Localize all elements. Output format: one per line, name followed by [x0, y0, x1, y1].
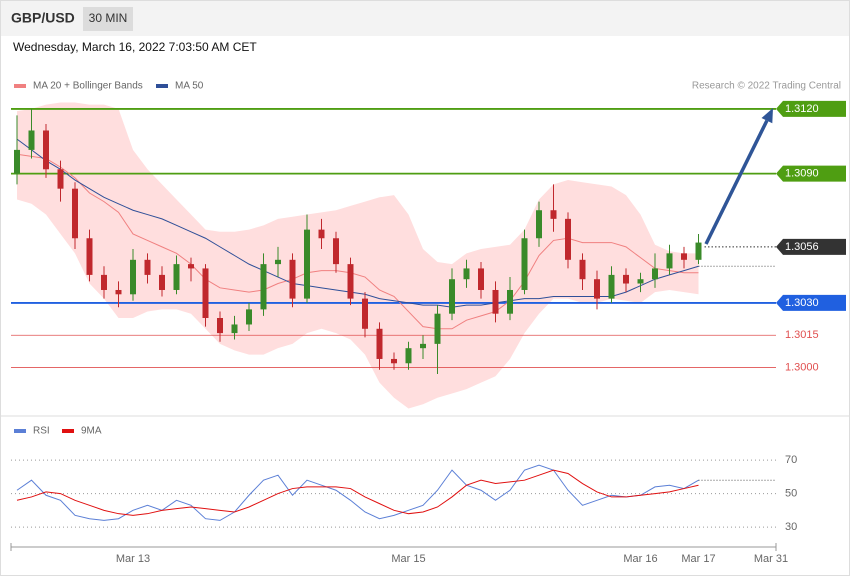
candle-body: [57, 169, 64, 189]
candle-body: [376, 328, 383, 359]
top-bar: [1, 1, 849, 36]
candle-body: [449, 279, 455, 314]
candle-body: [275, 259, 281, 265]
symbol: GBP/USD: [11, 10, 75, 26]
level-label: 1.3030: [785, 297, 819, 309]
level-label: 1.3015: [785, 329, 819, 341]
level-label-box: [776, 238, 846, 255]
moving-average: [16, 138, 699, 308]
x-tick-label: Mar 16: [623, 553, 657, 565]
indicator-line: [16, 464, 699, 521]
y-tick-label: 70: [785, 454, 797, 466]
bollinger-band: [17, 102, 699, 409]
candle-body: [86, 238, 93, 275]
candle-body: [434, 313, 441, 344]
candle-body: [637, 279, 644, 284]
candle-body: [231, 324, 238, 334]
candle-body: [188, 264, 194, 269]
candle-body: [550, 210, 557, 219]
candle-body: [347, 264, 354, 299]
candle-body: [463, 268, 470, 280]
timeframe[interactable]: 30 MIN: [89, 11, 128, 25]
x-tick-label: Mar 15: [391, 553, 425, 565]
candle-body: [159, 274, 165, 290]
legend-label: 9MA: [81, 426, 102, 437]
candle-body: [14, 149, 20, 174]
level-label: 1.3056: [785, 241, 819, 253]
candle-body: [202, 268, 209, 319]
candle-body: [130, 259, 136, 295]
candle-body: [652, 268, 658, 280]
candle-body: [478, 268, 484, 290]
candle-body: [521, 238, 528, 290]
candle-body: [608, 274, 615, 299]
legend-label: RSI: [33, 426, 50, 437]
candle-body: [246, 309, 252, 325]
level-label-box: [776, 165, 846, 182]
candle-body: [536, 210, 542, 239]
candle-body: [623, 274, 629, 284]
credit: Research © 2022 Trading Central: [692, 81, 841, 92]
forecast-arrow: [704, 119, 769, 245]
y-tick-label: 50: [785, 487, 797, 499]
candle-body: [72, 188, 78, 239]
candle-body: [594, 279, 600, 299]
candle-body: [28, 130, 35, 150]
level-label: 1.3000: [785, 361, 819, 373]
level-label-box: [776, 100, 846, 117]
candle-body: [405, 348, 412, 364]
x-tick-label: Mar 17: [681, 553, 715, 565]
timeframe-box[interactable]: [83, 7, 133, 31]
candle-body: [304, 229, 310, 299]
candle-body: [681, 253, 687, 260]
x-tick-label: Mar 31: [754, 553, 788, 565]
candle-body: [217, 318, 223, 334]
candle-body: [260, 264, 267, 310]
candle-body: [565, 218, 571, 260]
y-tick-label: 30: [785, 521, 797, 533]
candle-body: [391, 358, 397, 364]
candle-body: [579, 259, 586, 280]
candle-body: [101, 274, 107, 290]
candle-body: [507, 289, 513, 314]
moving-average: [16, 153, 699, 330]
legend-swatch: [14, 84, 26, 88]
legend-label: MA 20 + Bollinger Bands: [33, 81, 143, 92]
candle-body: [333, 238, 339, 265]
timestamp: Wednesday, March 16, 2022 7:03:50 AM CET: [13, 40, 257, 54]
candle-body: [115, 289, 122, 295]
candle-body: [362, 298, 368, 329]
forecast-arrow-head: [761, 108, 773, 124]
level-label: 1.3090: [785, 168, 819, 180]
candle-body: [420, 343, 426, 349]
candle-body: [173, 264, 180, 290]
legend-swatch: [14, 429, 26, 433]
candle-body: [289, 259, 296, 299]
candle-body: [492, 289, 499, 314]
candle-body: [666, 253, 673, 269]
level-label: 1.3120: [785, 103, 819, 115]
level-label-box: [776, 294, 846, 311]
candle-body: [318, 229, 325, 239]
x-tick-label: Mar 13: [116, 553, 150, 565]
legend-label: MA 50: [175, 81, 204, 92]
candle-body: [144, 259, 151, 275]
indicator-line: [16, 469, 699, 516]
legend-swatch: [62, 429, 74, 433]
plot: 1.3120 1.3090 1.3056 1.3030 1.3015 1.3000 MA 2…: [10, 81, 846, 565]
legend-swatch: [156, 84, 168, 88]
candle-body: [695, 242, 702, 260]
candle-body: [43, 130, 49, 170]
